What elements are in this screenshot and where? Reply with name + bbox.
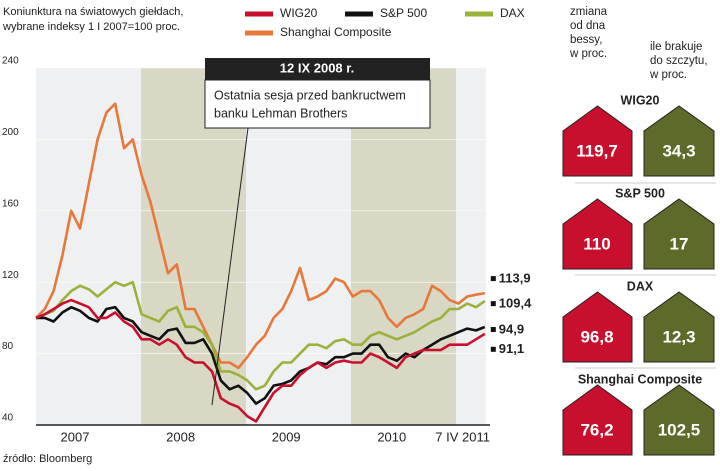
end-label: 91,1 [499, 341, 524, 356]
end-label: 113,9 [499, 271, 531, 286]
x-tick-label: 2008 [166, 429, 195, 444]
value-from-low: 119,7 [576, 141, 618, 160]
arrow [643, 291, 715, 363]
end-marker [490, 301, 496, 307]
chart-title: Koniunktura na światowych giełdach, [3, 6, 183, 18]
value-to-peak: 102,5 [658, 420, 701, 439]
arrow [643, 105, 715, 177]
y-tick-label: 200 [2, 127, 19, 138]
annotation-title: 12 IX 2008 r. [280, 60, 354, 75]
y-tick-label: 80 [2, 341, 14, 352]
source: źródło: Bloomberg [3, 453, 92, 465]
x-tick-label: 2009 [272, 429, 301, 444]
y-tick-label: 240 [2, 56, 19, 67]
panel-header: ile brakuje [650, 41, 702, 53]
y-tick-label: 40 [2, 413, 14, 424]
end-label: 94,9 [499, 321, 524, 336]
legend-label: Shanghai Composite [280, 25, 392, 39]
chart-title: wybrane indeksy 1 I 2007=100 proc. [2, 21, 180, 33]
y-tick-label: 120 [2, 270, 19, 281]
x-tick-label: 7 IV 2011 [435, 429, 490, 444]
annotation-text: banku Lehman Brothers [214, 106, 347, 120]
row-name: WIG20 [621, 93, 660, 107]
arrow [562, 291, 633, 363]
row-name: Shanghai Composite [578, 372, 702, 386]
annotation-text: Ostatnia sesja przed bankructwem [214, 88, 406, 102]
panel-header: do szczytu, [650, 55, 708, 67]
annotation-header [205, 58, 430, 80]
year-band [456, 68, 486, 425]
panel-header: od dna [570, 20, 606, 32]
legend-label: S&P 500 [380, 6, 427, 20]
panel-header: zmiana [570, 6, 608, 18]
panel-header: w proc. [649, 69, 687, 81]
end-marker [490, 346, 496, 352]
arrow [562, 105, 633, 177]
annotation-pointer [211, 127, 249, 406]
y-tick-label: 160 [2, 198, 19, 209]
value-to-peak: 34,3 [662, 141, 695, 160]
arrow [643, 384, 715, 456]
row-name: S&P 500 [615, 186, 665, 200]
annotation-box [204, 79, 431, 129]
x-tick-label: 2010 [377, 429, 406, 444]
panel-header: w proc. [569, 48, 607, 60]
arrow [562, 198, 633, 270]
series-line [35, 102, 486, 370]
end-marker [490, 276, 496, 282]
row-name: DAX [627, 279, 654, 293]
series-line [35, 298, 486, 423]
x-tick-label: 2007 [61, 429, 90, 444]
value-to-peak: 12,3 [662, 327, 695, 346]
panel-header: bessy, [570, 34, 602, 46]
value-to-peak: 17 [670, 234, 689, 253]
year-band [36, 68, 141, 425]
arrow [643, 198, 715, 270]
end-label: 109,4 [499, 296, 532, 311]
value-from-low: 96,8 [580, 327, 613, 346]
end-marker [490, 327, 496, 333]
legend-label: WIG20 [280, 6, 318, 20]
arrow [562, 384, 633, 456]
value-from-low: 76,2 [580, 420, 613, 439]
series-line [35, 280, 486, 391]
legend-label: DAX [500, 6, 525, 20]
value-from-low: 110 [583, 234, 610, 253]
